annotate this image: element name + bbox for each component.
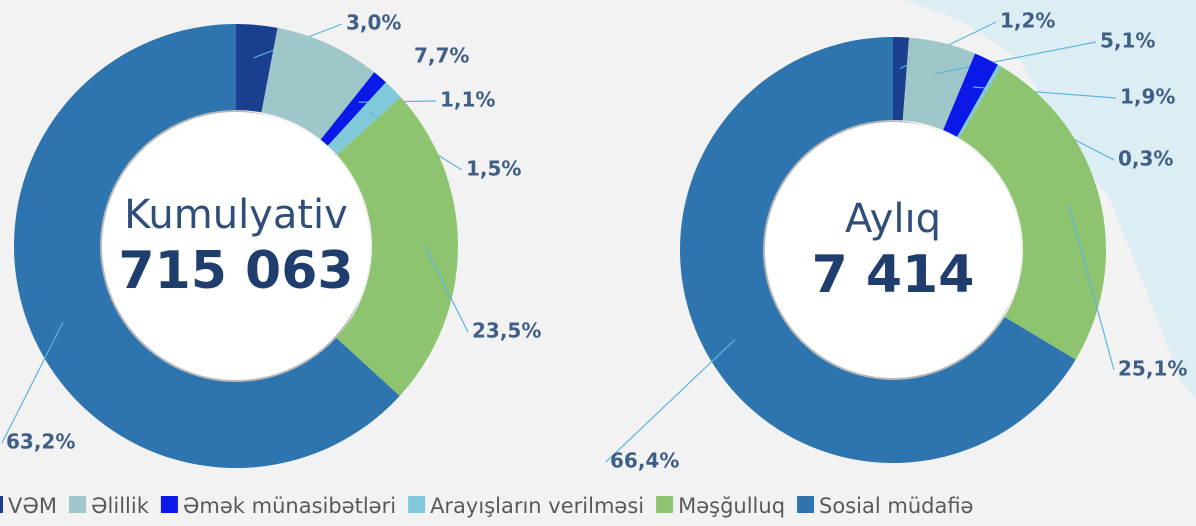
legend-swatch — [656, 496, 674, 513]
donut-hole — [102, 112, 370, 380]
donut-segment — [327, 82, 401, 155]
legend-swatch — [797, 496, 815, 513]
legend-swatch — [69, 496, 87, 513]
center-value: 7 414 — [812, 245, 975, 305]
data-label: 5,1% — [1100, 29, 1155, 53]
donut-segment — [261, 27, 375, 140]
donut-segment — [320, 72, 386, 146]
donut-segment — [957, 64, 1002, 139]
leader-line — [1068, 205, 1115, 371]
center-title: Kumulyativ — [124, 192, 348, 238]
leader-line — [1, 321, 64, 444]
leader-line — [935, 41, 1097, 75]
data-label: 1,1% — [440, 88, 495, 112]
legend-label: VƏM — [8, 494, 57, 518]
donut-segment — [943, 53, 998, 137]
legend-swatch — [408, 496, 426, 513]
center-value: 715 063 — [118, 241, 353, 301]
donut-segment — [893, 37, 910, 121]
data-label: 7,7% — [414, 44, 469, 68]
data-label: 63,2% — [6, 430, 75, 454]
donut-segment — [902, 37, 976, 131]
legend-label: Arayışların verilməsi — [430, 494, 644, 518]
legend-swatch — [0, 496, 3, 513]
donut-segment — [959, 66, 1106, 360]
data-label: 3,0% — [346, 11, 401, 35]
donut-segment — [336, 97, 458, 396]
donut-segment — [236, 24, 278, 113]
leader-line — [605, 338, 736, 463]
legend-label: Məşğulluq — [678, 494, 785, 518]
data-label: 1,5% — [466, 157, 521, 181]
legend-label: Əlillik — [91, 494, 150, 518]
legend-label: Sosial müdafiə — [819, 494, 973, 518]
donut-segment — [680, 37, 1076, 463]
donut-hole — [765, 122, 1021, 378]
data-label: 25,1% — [1118, 357, 1187, 381]
data-label: 1,9% — [1120, 85, 1175, 109]
map-background — [905, 0, 1196, 400]
data-label: 66,4% — [610, 449, 679, 473]
legend-label: Əmək münasibətləri — [183, 494, 396, 518]
donut-segment — [14, 24, 400, 469]
leader-line — [424, 246, 469, 333]
center-title: Aylıq — [845, 196, 941, 242]
data-label: 0,3% — [1118, 147, 1173, 171]
legend-swatch — [160, 496, 178, 513]
data-label: 23,5% — [472, 319, 541, 343]
data-label: 1,2% — [1000, 9, 1055, 33]
